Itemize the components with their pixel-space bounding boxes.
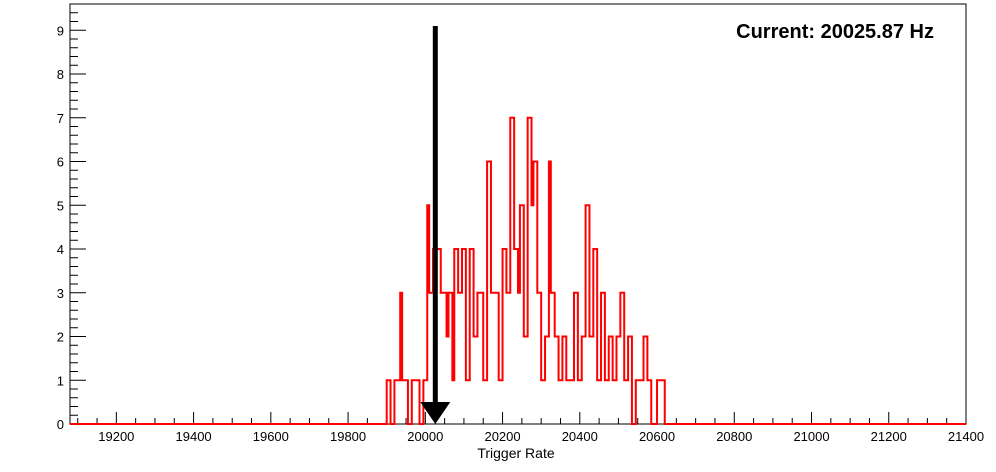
- histogram-bin: [491, 293, 495, 424]
- x-tick-label: 20400: [562, 429, 598, 444]
- histogram-bin: [624, 380, 628, 424]
- y-tick-label: 5: [57, 198, 64, 213]
- y-tick-label: 9: [57, 23, 64, 38]
- histogram-bin: [483, 380, 487, 424]
- x-axis: 19200 19400 19600 19800 20000 20200 20400 20600…: [77, 412, 984, 444]
- histogram-bin: [474, 337, 478, 425]
- plot-frame: [69, 3, 967, 425]
- y-tick-label: 1: [57, 373, 64, 388]
- y-axis: 0 1 2 3 4 5 6 7 8 9: [57, 3, 86, 432]
- y-tick-label: 6: [57, 155, 64, 170]
- y-tick-label: 2: [57, 330, 64, 345]
- x-tick-label: 21000: [793, 429, 829, 444]
- histogram-bin: [499, 380, 503, 424]
- histogram-outline: [70, 116, 966, 425]
- histogram-bin: [532, 205, 534, 424]
- y-tick-label: 7: [57, 111, 64, 126]
- current-rate-label: Current: 20025.87 Hz: [736, 21, 934, 43]
- x-tick-label: 19600: [253, 429, 289, 444]
- histogram-bin: [559, 380, 563, 424]
- histogram-bin: [458, 293, 462, 424]
- arrow-head: [420, 402, 451, 424]
- histogram-bin: [640, 380, 644, 424]
- histogram-bin: [566, 380, 570, 424]
- histogram-bin: [613, 380, 617, 424]
- histogram-bin: [589, 337, 593, 425]
- y-tick-label: 8: [57, 67, 64, 82]
- x-tick-label: 19800: [330, 429, 366, 444]
- histogram-bin: [412, 380, 420, 424]
- histogram-bin: [524, 337, 528, 425]
- histogram-bin: [570, 380, 574, 424]
- current-rate-arrow: [420, 26, 451, 424]
- x-tick-label: 20600: [639, 429, 675, 444]
- x-tick-label: 19400: [176, 429, 212, 444]
- x-tick-label: 19200: [98, 429, 134, 444]
- histogram-bin: [447, 337, 449, 425]
- y-tick-label: 0: [57, 417, 64, 432]
- y-tick-label: 4: [57, 242, 64, 257]
- histogram-bin: [506, 293, 510, 424]
- x-tick-label: 20000: [407, 429, 443, 444]
- y-tick-label: 3: [57, 286, 64, 301]
- histogram-bin: [605, 380, 609, 424]
- x-axis-title: Trigger Rate: [477, 445, 555, 461]
- x-tick-label: 21200: [871, 429, 907, 444]
- histogram-bin: [466, 380, 470, 424]
- histogram-bin: [597, 380, 601, 424]
- x-tick-label: 20200: [484, 429, 520, 444]
- x-tick-label: 20800: [716, 429, 752, 444]
- histogram-bin: [541, 380, 545, 424]
- histogram-bin: [452, 380, 454, 424]
- histogram-bin: [518, 293, 520, 424]
- x-tick-label: 21400: [948, 429, 984, 444]
- histogram-bin: [657, 380, 665, 424]
